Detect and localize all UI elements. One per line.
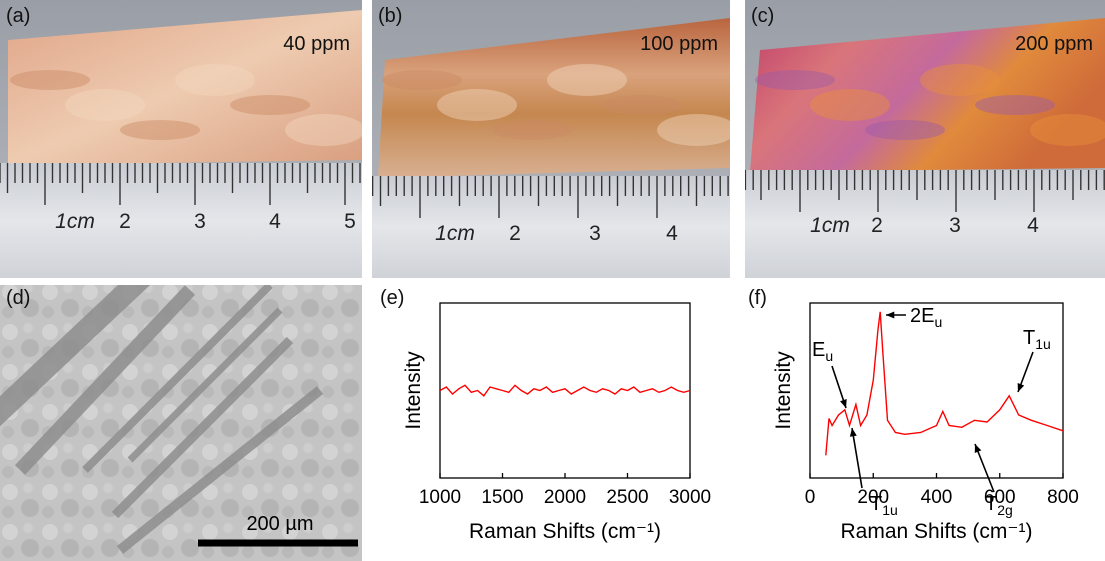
annotation-arrow — [852, 428, 862, 488]
x-tick-label: 400 — [921, 487, 953, 508]
panel-label: (f) — [748, 287, 767, 309]
x-tick-label: 800 — [1047, 487, 1079, 508]
peak-annotation: 2Eu — [910, 305, 942, 330]
foil-patch — [120, 120, 200, 140]
foil-patch — [865, 120, 945, 140]
foil-patch — [492, 120, 572, 140]
ruler-label: 1cm — [435, 222, 475, 245]
x-axis-label: Raman Shifts (cm⁻¹) — [841, 520, 1033, 543]
annotation-subscript: u — [934, 314, 942, 330]
page: 1cm 2 3 4 5 (a) 40 ppm 1cm 2 3 4 (b) 100 ppm 1cm 2 3 4 (c… — [0, 0, 1105, 561]
panel-label: (e) — [380, 287, 404, 309]
panel-label: (d) — [6, 287, 30, 309]
x-tick-label: 0 — [805, 487, 816, 508]
foil-patch — [975, 95, 1055, 115]
ruler-label: 3 — [949, 214, 961, 237]
annotation-subscript: 2g — [997, 502, 1013, 518]
panel-label: (a) — [6, 5, 30, 27]
ruler-label: 1cm — [810, 214, 850, 237]
annotation-base: 2E — [910, 305, 934, 327]
annotation-subscript: 1u — [1035, 336, 1051, 352]
ruler-label: 4 — [1027, 214, 1039, 237]
foil-patch — [10, 70, 90, 90]
arrow-head — [886, 311, 894, 318]
foil-patch — [602, 95, 682, 115]
annotation-base: T — [985, 493, 997, 515]
foil-patch — [755, 70, 835, 90]
ruler-label: 2 — [509, 222, 521, 245]
scale-bar-label: 200 µm — [246, 513, 313, 535]
foil-patch — [175, 64, 255, 96]
x-tick-label: 2000 — [544, 487, 586, 508]
x-tick-label: 1000 — [419, 487, 461, 508]
y-axis-label: Intensity — [402, 351, 425, 430]
peak-annotation: T1u — [1023, 327, 1051, 352]
foil-patch — [285, 114, 365, 146]
ruler-label: 2 — [871, 214, 883, 237]
foil-patch — [657, 114, 737, 146]
panel-label: (c) — [751, 5, 774, 27]
x-tick-label: 1500 — [481, 487, 523, 508]
ruler-label: 5 — [344, 210, 356, 233]
ruler-label: 3 — [194, 210, 206, 233]
annotation-subscript: 1u — [882, 502, 898, 518]
annotation-base: T — [870, 493, 882, 515]
panel-label: (b) — [378, 5, 402, 27]
foil-patch — [547, 64, 627, 96]
arrow-head — [975, 444, 982, 453]
foil-patch — [65, 89, 145, 121]
arrow-head — [840, 399, 847, 408]
ruler-label: 2 — [119, 210, 131, 233]
ruler-label: 3 — [589, 222, 601, 245]
concentration-label: 200 ppm — [1015, 33, 1093, 55]
figure: 1cm 2 3 4 5 (a) 40 ppm 1cm 2 3 4 (b) 100 ppm 1cm 2 3 4 (c… — [0, 0, 1105, 561]
foil-patch — [920, 64, 1000, 96]
ruler-label: 4 — [666, 222, 678, 245]
spectrum-line — [440, 385, 690, 396]
x-axis-label: Raman Shifts (cm⁻¹) — [469, 520, 661, 543]
foil-patch — [230, 95, 310, 115]
concentration-label: 100 ppm — [640, 33, 718, 55]
ruler-label: 1cm — [55, 210, 95, 233]
ruler-label: 4 — [269, 210, 281, 233]
peak-annotation: Eu — [812, 339, 833, 364]
annotation-subscript: u — [825, 348, 833, 364]
foil-patch — [382, 70, 462, 90]
x-tick-label: 2500 — [606, 487, 648, 508]
annotation-base: E — [812, 339, 825, 361]
x-tick-label: 3000 — [669, 487, 711, 508]
foil-patch — [810, 89, 890, 121]
arrow-head — [1018, 383, 1025, 392]
concentration-label: 40 ppm — [283, 33, 350, 55]
arrow-head — [850, 428, 857, 437]
y-axis-label: Intensity — [772, 351, 795, 430]
foil-patch — [437, 89, 517, 121]
annotation-base: T — [1023, 327, 1035, 349]
